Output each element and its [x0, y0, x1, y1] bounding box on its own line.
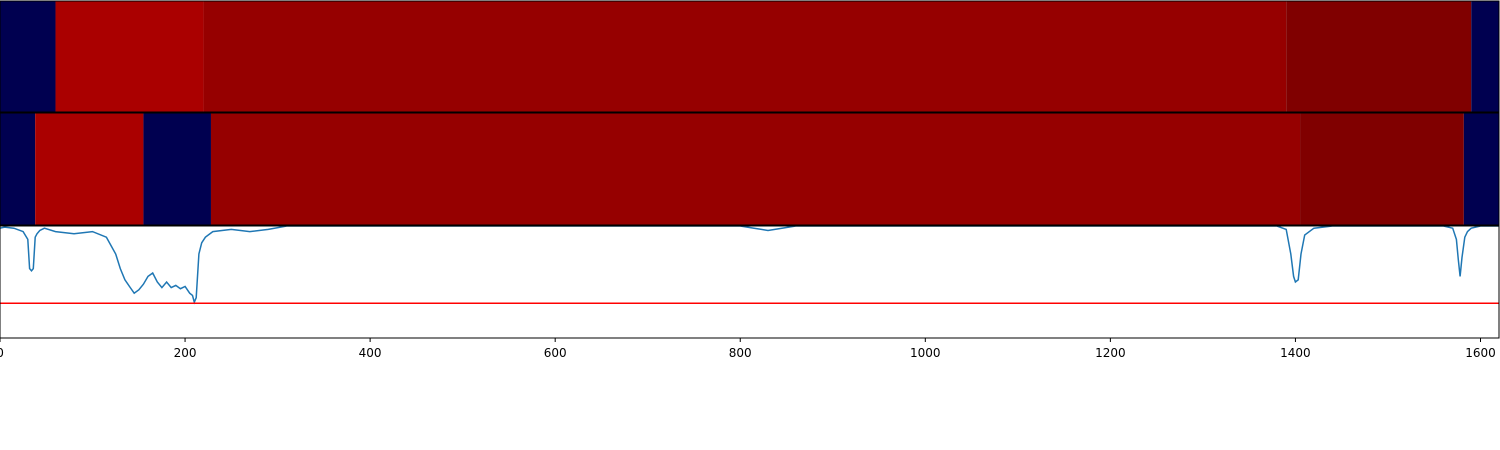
panel-frame [0, 225, 1500, 339]
line-plot-panel [0, 225, 1500, 339]
x-tick-label: 1200 [1095, 346, 1126, 360]
x-tick-label: 400 [359, 346, 382, 360]
x-tick-label: 800 [729, 346, 752, 360]
heatmap-segment [143, 113, 211, 225]
heatmap-segment [1471, 1, 1499, 112]
heatmap-segment [0, 1, 56, 112]
panel-frame [0, 112, 1500, 226]
heatmap-segment [1286, 1, 1472, 112]
panel-frame [0, 0, 1500, 113]
heatmap-segment [55, 1, 204, 112]
heatmap-segment [1300, 113, 1464, 225]
x-tick-label: 600 [544, 346, 567, 360]
x-tick-label: 1000 [910, 346, 941, 360]
heatmap-segment [0, 113, 36, 225]
x-axis: 0 200 400 600 800 1000 1200 1400 1600 [0, 338, 1496, 360]
heatmap-panel-top [0, 0, 1500, 113]
x-tick-label: 1600 [1465, 346, 1496, 360]
series-line [0, 226, 1499, 305]
heatmap-segment [1463, 113, 1499, 225]
x-tick-label: 200 [174, 346, 197, 360]
heatmap-segment [210, 113, 1301, 225]
x-tick-label: 1400 [1280, 346, 1311, 360]
x-tick-label: 0 [0, 346, 4, 360]
heatmap-panel-middle [0, 112, 1500, 226]
heatmap-segment [35, 113, 144, 225]
heatmap-segment [203, 1, 1287, 112]
